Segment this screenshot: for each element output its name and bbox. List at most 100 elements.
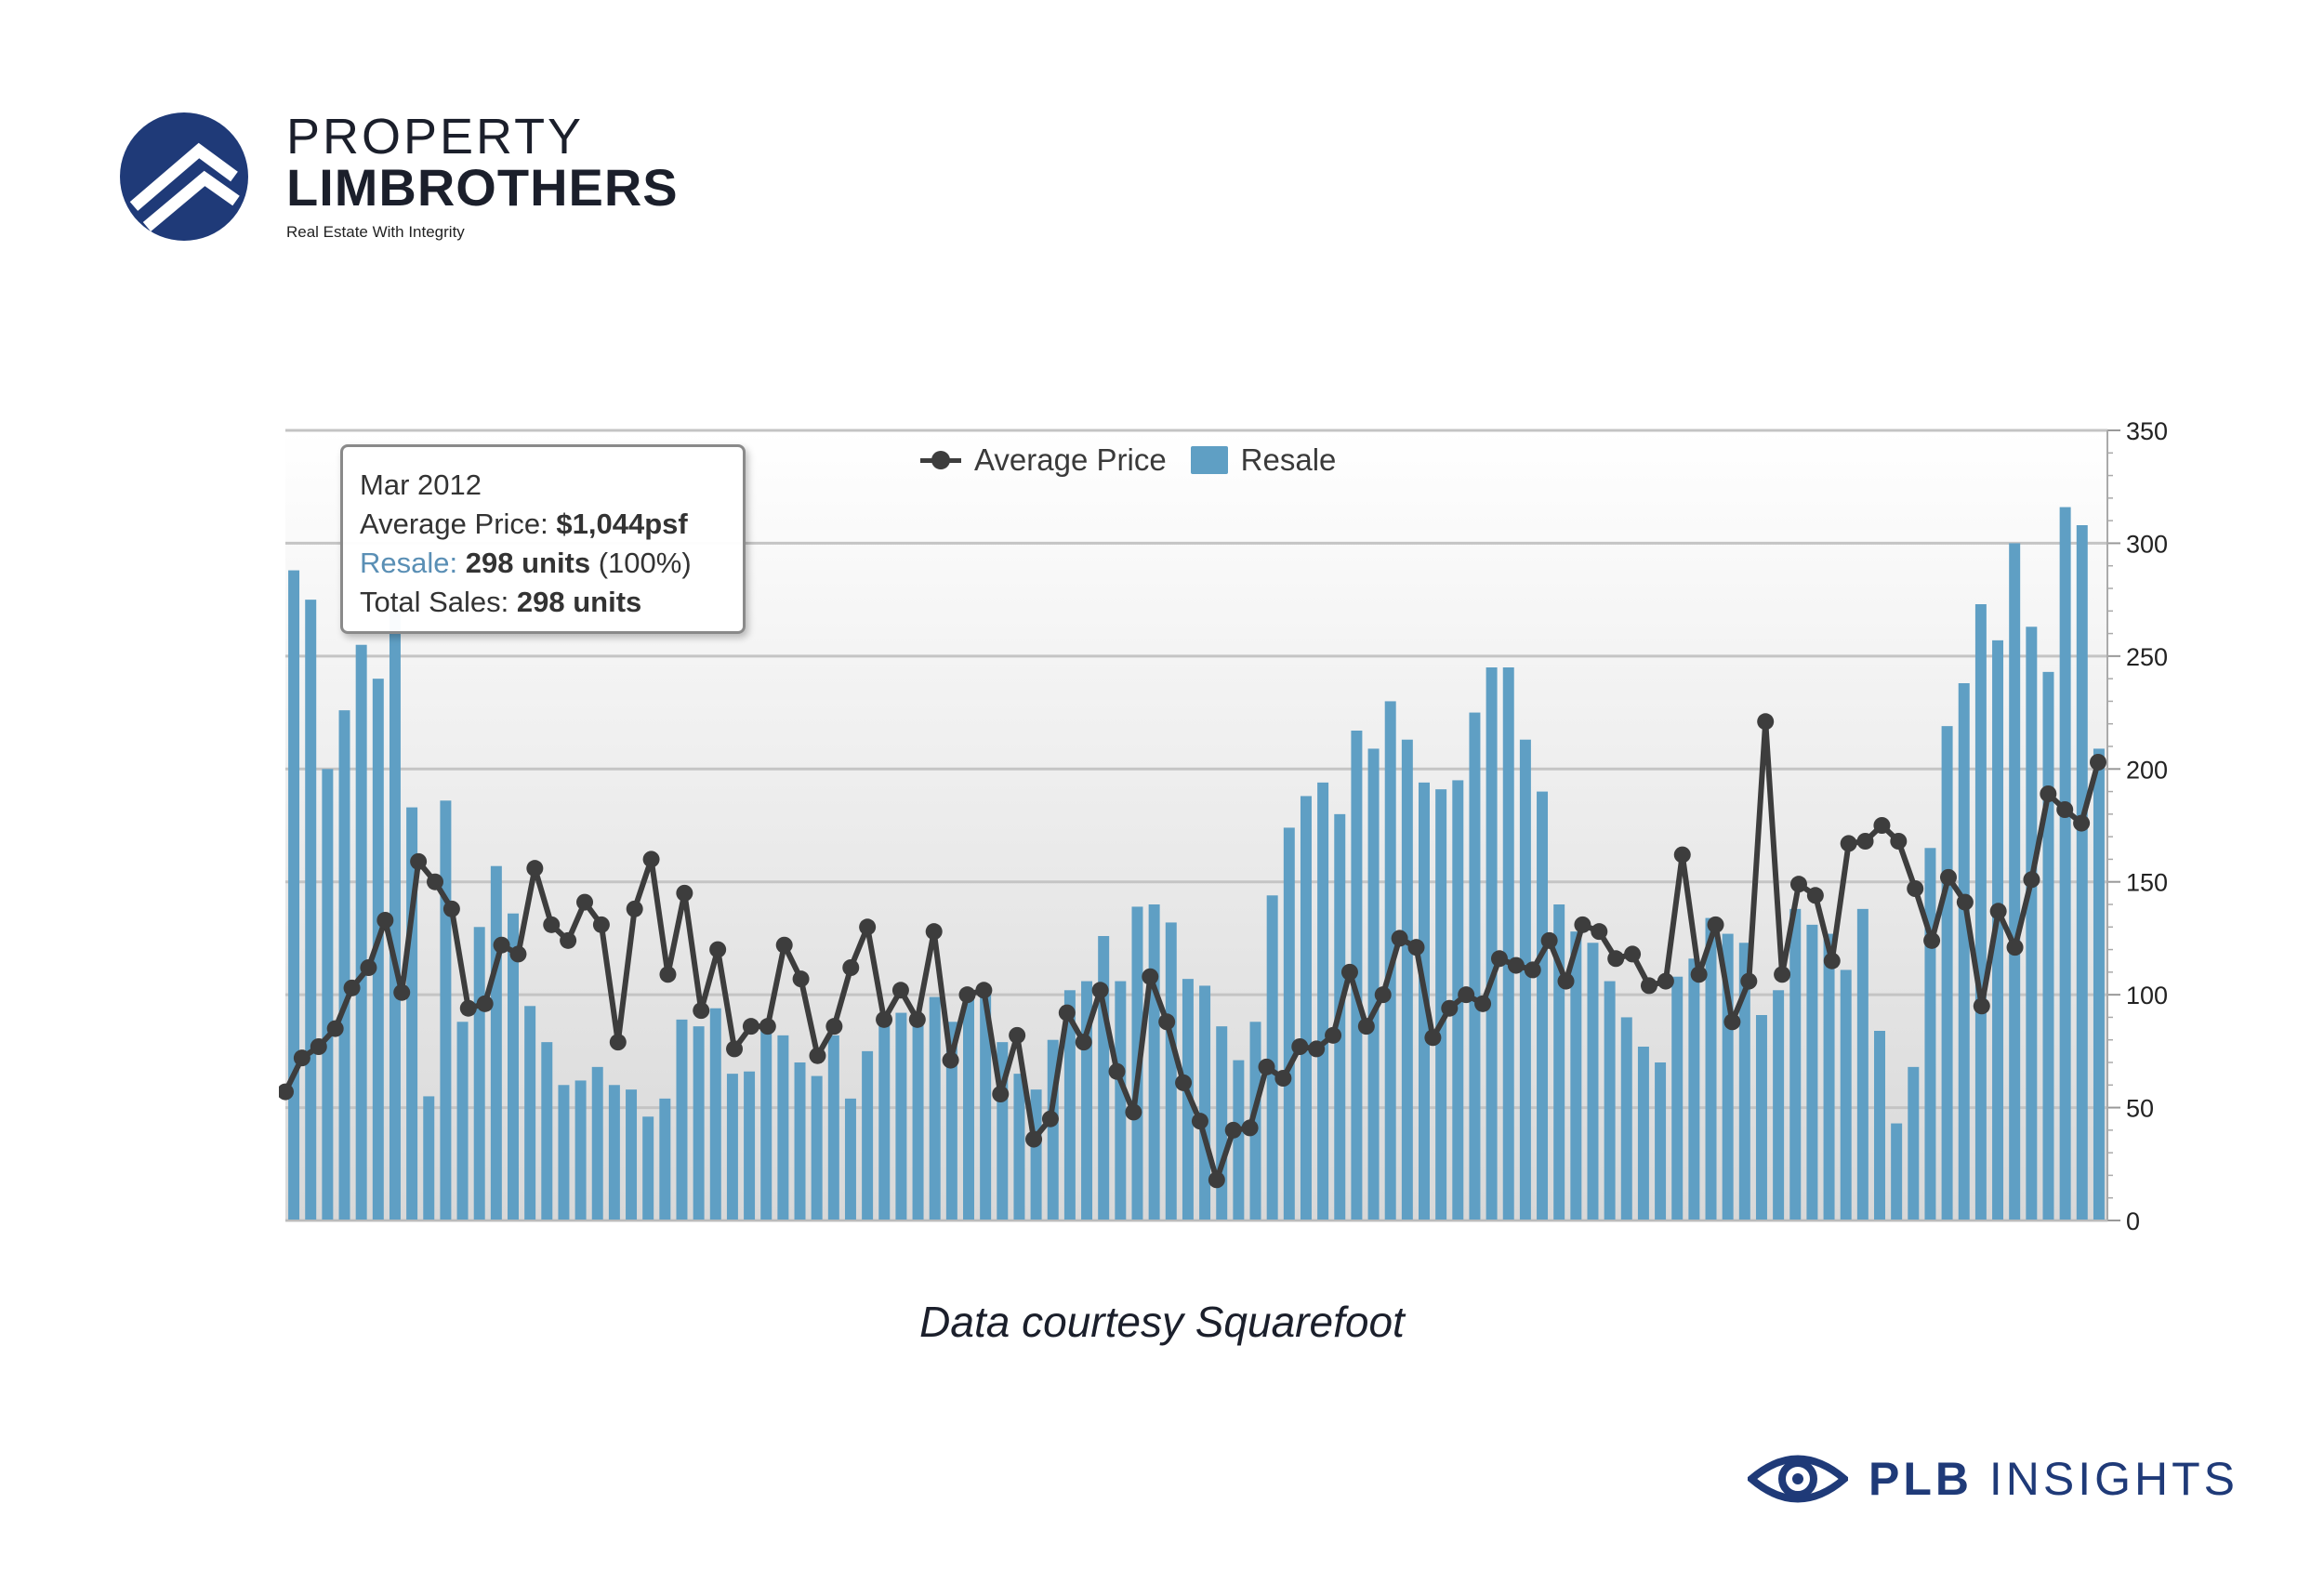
tooltip-resale-label: Resale: (360, 547, 458, 579)
resale-bar (997, 1042, 1009, 1220)
average-price-point (1989, 903, 2007, 920)
resale-bar (1655, 1062, 1667, 1220)
average-price-point (1673, 846, 1691, 864)
resale-bar (1283, 827, 1295, 1220)
average-price-point (726, 1040, 744, 1058)
legend-bar-marker (1190, 446, 1228, 474)
resale-bar (541, 1042, 553, 1220)
average-price-point (742, 1018, 759, 1035)
resale-bar (744, 1071, 756, 1220)
average-price-point (626, 900, 643, 917)
resale-bar (1620, 1017, 1632, 1220)
resale-bar (912, 1022, 924, 1220)
average-price-point (1723, 1013, 1741, 1031)
resale-bar (473, 927, 485, 1220)
resale-bar (1773, 990, 1785, 1220)
resale-bar (1165, 922, 1177, 1220)
resale-bar (1115, 981, 1127, 1220)
resale-bar (1856, 908, 1868, 1220)
tooltip-avg-label: Average Price: (360, 508, 557, 540)
resale-bar (709, 1008, 721, 1220)
resale-bar (1908, 1066, 1920, 1220)
resale-bar (1249, 1022, 1261, 1220)
resale-bar (1013, 1074, 1025, 1220)
resale-bar (878, 1019, 891, 1220)
resale-bar (1266, 895, 1278, 1220)
resale-bar (1637, 1047, 1649, 1220)
average-price-point (992, 1086, 1010, 1102)
average-price-point (1208, 1171, 1225, 1189)
average-price-point (1009, 1026, 1026, 1044)
average-price-point (1890, 833, 1908, 850)
resale-bar (1367, 748, 1380, 1220)
average-price-point (2073, 814, 2091, 832)
resale-bar (322, 769, 334, 1220)
average-price-point (310, 1038, 327, 1055)
average-price-point (809, 1047, 826, 1064)
resale-bar (1688, 958, 1700, 1220)
legend-average-price: Average Price (974, 442, 1167, 477)
average-price-point (642, 851, 660, 868)
resale-bar (508, 913, 519, 1220)
brand-tagline: Real Estate With Integrity (286, 223, 465, 241)
average-price-point (1540, 931, 1558, 949)
resale-bar (1722, 933, 1734, 1220)
average-price-point (759, 1018, 776, 1035)
chart-area: 0 50 100 150 200 250 300 350 Average Price Resa… (279, 409, 2212, 1246)
resale-bar (895, 1012, 907, 1220)
resale-bar (1519, 739, 1531, 1220)
average-price-point (825, 1018, 843, 1035)
average-price-point (1939, 868, 1957, 886)
average-price-point (1789, 876, 1807, 893)
resale-bar (1840, 969, 1852, 1220)
chart-tooltip: Mar 2012 Average Price: $1,044psf Resale… (340, 444, 746, 634)
resale-bar (2009, 543, 2021, 1220)
y-tick-label: 300 (2126, 530, 2168, 558)
average-price-point (1873, 817, 1891, 834)
average-price-point (859, 918, 877, 936)
sales-chart: 0 50 100 150 200 250 300 350 (279, 417, 2168, 1235)
resale-bar (980, 987, 992, 1220)
resale-bar (1148, 904, 1160, 1220)
average-price-point (1041, 1110, 1059, 1128)
average-price-point (891, 982, 909, 999)
resale-bar (1789, 908, 1802, 1220)
average-price-point (576, 893, 594, 911)
average-price-point (1357, 1018, 1375, 1035)
resale-bar (1604, 981, 1616, 1220)
resale-bar (844, 1098, 856, 1220)
resale-bar (1233, 1060, 1245, 1220)
resale-bar (1047, 1039, 1059, 1220)
average-price-point (526, 860, 544, 877)
tooltip-total-value: 298 units (516, 586, 642, 618)
average-price-point (1274, 1070, 1292, 1087)
resale-bar (2093, 748, 2105, 1220)
average-price-point (1108, 1062, 1126, 1080)
resale-bar (2059, 507, 2071, 1220)
chart-legend: Average Price Resale (920, 442, 1336, 478)
y-tick-label: 100 (2126, 982, 2168, 1009)
resale-bar (2042, 671, 2054, 1220)
eye-icon (1748, 1455, 1848, 1503)
resale-bar (1435, 789, 1447, 1220)
average-price-point (2056, 801, 2074, 818)
average-price-point (1574, 916, 1591, 933)
average-price-point (592, 916, 610, 933)
resale-bar (726, 1074, 738, 1220)
average-price-point (509, 945, 527, 963)
resale-bar (811, 1075, 823, 1220)
tooltip-total-row: Total Sales: 298 units (360, 583, 726, 622)
resale-bar (456, 1022, 469, 1220)
average-price-point (1557, 972, 1575, 990)
average-price-point (1458, 986, 1475, 1004)
resale-bar (1199, 985, 1211, 1220)
average-price-point (427, 873, 444, 890)
resale-bar (827, 1035, 839, 1220)
average-price-point (1490, 950, 1508, 968)
average-price-point (792, 970, 810, 988)
average-price-point (476, 995, 494, 1012)
resale-bar (626, 1089, 638, 1220)
resale-bar (693, 1026, 705, 1220)
average-price-point (925, 923, 943, 941)
average-price-point (1823, 952, 1841, 969)
